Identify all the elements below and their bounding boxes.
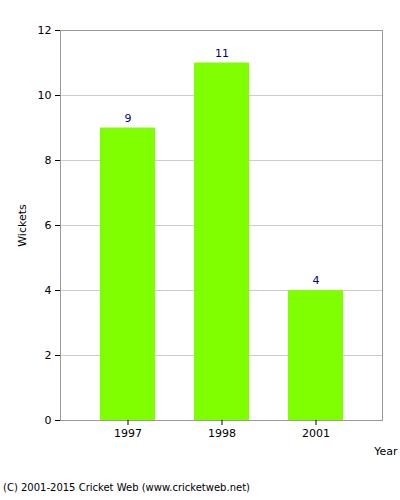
- svg-text:1998: 1998: [208, 427, 236, 440]
- svg-text:12: 12: [38, 24, 52, 37]
- svg-text:Wickets: Wickets: [16, 204, 29, 247]
- svg-text:Year: Year: [373, 445, 398, 458]
- svg-text:8: 8: [45, 154, 52, 167]
- svg-text:6: 6: [45, 219, 52, 232]
- svg-text:11: 11: [215, 47, 229, 60]
- svg-text:9: 9: [125, 112, 132, 125]
- svg-text:4: 4: [313, 274, 320, 287]
- svg-text:2: 2: [45, 349, 52, 362]
- svg-text:4: 4: [45, 284, 52, 297]
- svg-text:0: 0: [45, 414, 52, 427]
- svg-text:10: 10: [38, 89, 52, 102]
- svg-text:2001: 2001: [302, 427, 330, 440]
- svg-text:1997: 1997: [114, 427, 142, 440]
- html-text:(C) 2001-2015 Cricket Web (www: (C) 2001-2015 Cricket Web (www.cricketwe…: [3, 482, 250, 493]
